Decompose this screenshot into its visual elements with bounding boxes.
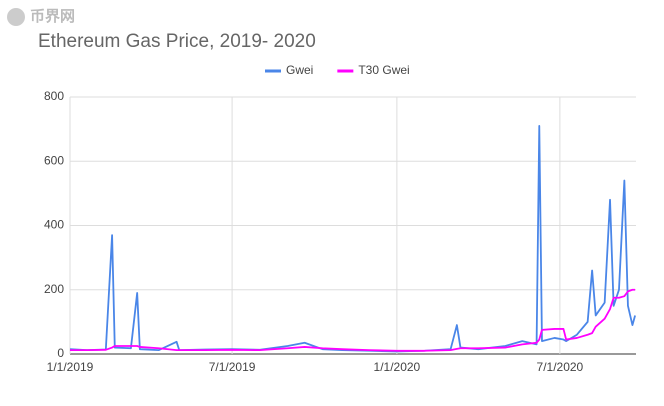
x-tick-label: 7/1/2019: [209, 360, 256, 374]
y-tick-label: 0: [57, 346, 64, 360]
legend-label: T30 Gwei: [358, 63, 409, 77]
legend-label: Gwei: [286, 63, 313, 77]
watermark-icon: [7, 8, 25, 26]
chart-title: Ethereum Gas Price, 2019- 2020: [38, 31, 316, 52]
y-tick-label: 600: [44, 153, 64, 167]
watermark: 币界网: [30, 8, 75, 25]
y-tick-label: 800: [44, 89, 64, 103]
series-line: [70, 288, 636, 352]
y-tick-label: 400: [44, 218, 64, 232]
legend: Gwei T30 Gwei: [265, 63, 410, 77]
x-tick-label: 7/1/2020: [537, 360, 584, 374]
y-tick-label: 200: [44, 282, 64, 296]
x-tick-label: 1/1/2020: [374, 360, 421, 374]
x-tick-label: 1/1/2019: [47, 360, 94, 374]
series-line: [69, 125, 636, 353]
